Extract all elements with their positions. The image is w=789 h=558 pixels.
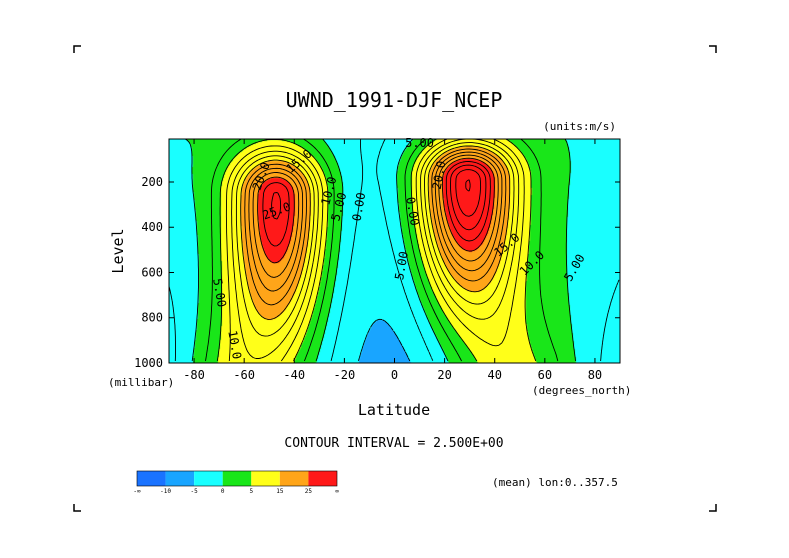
colorbar-tick-label: -5: [191, 488, 199, 495]
contour-value-label: 5.00: [210, 277, 229, 308]
x-units-label: (degrees_north): [532, 384, 631, 397]
contour-line: [465, 179, 471, 192]
colorbar-tick-label: 5: [249, 488, 253, 495]
x-tick-label: 0: [391, 368, 398, 382]
corner-marks: [73, 45, 717, 512]
colorbar-tick-label: ∞: [335, 488, 339, 495]
contour-value-label: 5.00: [392, 250, 411, 281]
contour-line: [216, 138, 537, 362]
y-tick-label: 1000: [134, 356, 163, 370]
contour-value-label: 0.00: [350, 191, 369, 222]
contour-value-label: 0.00: [403, 196, 422, 227]
colorbar-swatch: [194, 471, 223, 486]
y-tick-label: 800: [141, 311, 163, 325]
colorbar-swatch: [137, 471, 166, 486]
x-tick-label: 80: [588, 368, 602, 382]
contour-line: [168, 138, 620, 362]
plot-area: 15.020.025.010.05.00 0.00 0.005.005.0010.0…: [168, 136, 621, 364]
y-axis: 200 400 600 800 1000: [134, 175, 620, 370]
x-tick-label: 40: [487, 368, 501, 382]
contour-line: [271, 164, 487, 231]
contour-line: [235, 142, 515, 337]
contour-line: [257, 157, 495, 264]
x-tick-label: -20: [334, 368, 356, 382]
contour-interval-label: CONTOUR INTERVAL = 2.500E+00: [284, 436, 503, 451]
contour-line: [231, 138, 520, 359]
x-axis: -80 -60 -40 -20 0 20 40 60 80: [183, 139, 602, 382]
colorbar-tick-label: -∞: [133, 488, 141, 495]
x-tick-label: -80: [183, 368, 205, 382]
colorbar-tick-label: 15: [276, 488, 284, 495]
y-units-label: (millibar): [108, 376, 174, 389]
units-label: (units:m/s): [543, 120, 616, 133]
contour-value-label: 5.00: [405, 136, 434, 150]
contour-lines: [168, 138, 620, 362]
x-tick-label: -60: [233, 368, 255, 382]
colorbar-swatch: [165, 471, 195, 486]
contour-labels: 15.020.025.010.05.00 0.00 0.005.005.0010.0…: [210, 136, 588, 360]
contour-line: [252, 154, 499, 278]
colorbar-swatch: [251, 471, 280, 486]
x-tick-label: 60: [538, 368, 552, 382]
colorbar-tick-label: 25: [305, 488, 313, 495]
colorbar-swatch: [308, 471, 337, 486]
x-tick-label: 20: [437, 368, 451, 382]
y-tick-label: 200: [141, 175, 163, 189]
contour-line: [244, 148, 507, 306]
contour-value-label: 20.0: [430, 160, 449, 191]
contour-value-label: 10.0: [225, 329, 244, 360]
mean-label: (mean) lon:0..357.5: [492, 476, 618, 489]
contour-line: [248, 151, 503, 292]
contour-line: [225, 138, 525, 362]
colorbar: -∞ -10 -5 0 5 15 25 ∞: [133, 470, 339, 495]
contour-line: [262, 161, 491, 247]
contour-field: [169, 139, 620, 363]
contour-line: [357, 318, 411, 362]
colorbar-swatch: [222, 471, 252, 486]
contour-line: [184, 138, 576, 362]
colorbar-frame: [136, 470, 338, 487]
x-tick-label: -40: [283, 368, 305, 382]
contour-line: [205, 138, 559, 362]
x-axis-label: Latitude: [358, 401, 430, 419]
y-tick-label: 600: [141, 265, 163, 279]
contour-line: [240, 145, 511, 320]
colorbar-swatch: [279, 471, 309, 486]
y-axis-label: Level: [109, 228, 127, 273]
colorbar-tick-label: 0: [221, 488, 225, 495]
y-tick-label: 400: [141, 220, 163, 234]
contour-line: [455, 169, 482, 217]
colorbar-tick-label: -10: [160, 488, 171, 495]
chart-title: UWND_1991-DJF_NCEP: [286, 88, 503, 112]
